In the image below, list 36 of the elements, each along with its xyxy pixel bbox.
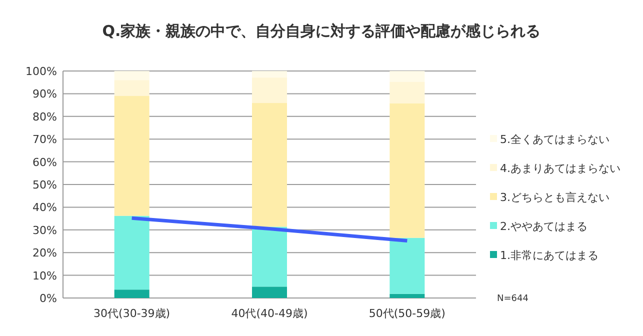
- legend-label: 4.あまりあてはまらない: [500, 162, 620, 175]
- y-tick-label: 90%: [32, 88, 57, 101]
- bar: [252, 78, 287, 104]
- legend-label: 2.ややあてはまる: [500, 220, 588, 233]
- y-tick-label: 30%: [32, 224, 57, 237]
- x-tick-label: 40代(40-49歳): [231, 307, 308, 320]
- bar: [252, 71, 287, 78]
- y-tick-label: 80%: [32, 110, 57, 124]
- legend-label: 1.非常にあてはまる: [500, 249, 598, 262]
- y-tick-label: 0%: [40, 292, 57, 305]
- y-tick-label: 40%: [32, 201, 57, 214]
- bar: [390, 294, 425, 298]
- bar: [114, 290, 150, 298]
- x-tick-label: 50代(50-59歳): [368, 307, 446, 320]
- y-tick-label: 70%: [32, 133, 57, 146]
- text: N=644: [497, 294, 529, 304]
- bar: [390, 71, 425, 82]
- chart-title: Q.家族・親族の中で、自分自身に対する評価や配慮が感じられる: [102, 22, 541, 40]
- bar: [114, 80, 150, 96]
- bar: [252, 286, 287, 298]
- y-tick-label: 60%: [32, 156, 57, 169]
- x-tick-label: 30代(30-39歳): [94, 307, 170, 320]
- bar: [390, 238, 425, 294]
- legend-label: 5.全くあてはまらない: [500, 133, 610, 146]
- y-tick-label: 20%: [32, 246, 57, 260]
- bar: [114, 71, 150, 80]
- bar: [114, 96, 150, 216]
- bar: [252, 103, 287, 227]
- bar: [390, 103, 425, 238]
- bar: [390, 82, 425, 104]
- bar: [114, 216, 150, 290]
- y-tick-label: 50%: [32, 178, 57, 192]
- y-tick-label: 100%: [26, 65, 57, 78]
- bar: [252, 226, 287, 287]
- y-tick-label: 10%: [32, 269, 57, 282]
- legend-label: 3.どちらとも言えない: [500, 191, 610, 204]
